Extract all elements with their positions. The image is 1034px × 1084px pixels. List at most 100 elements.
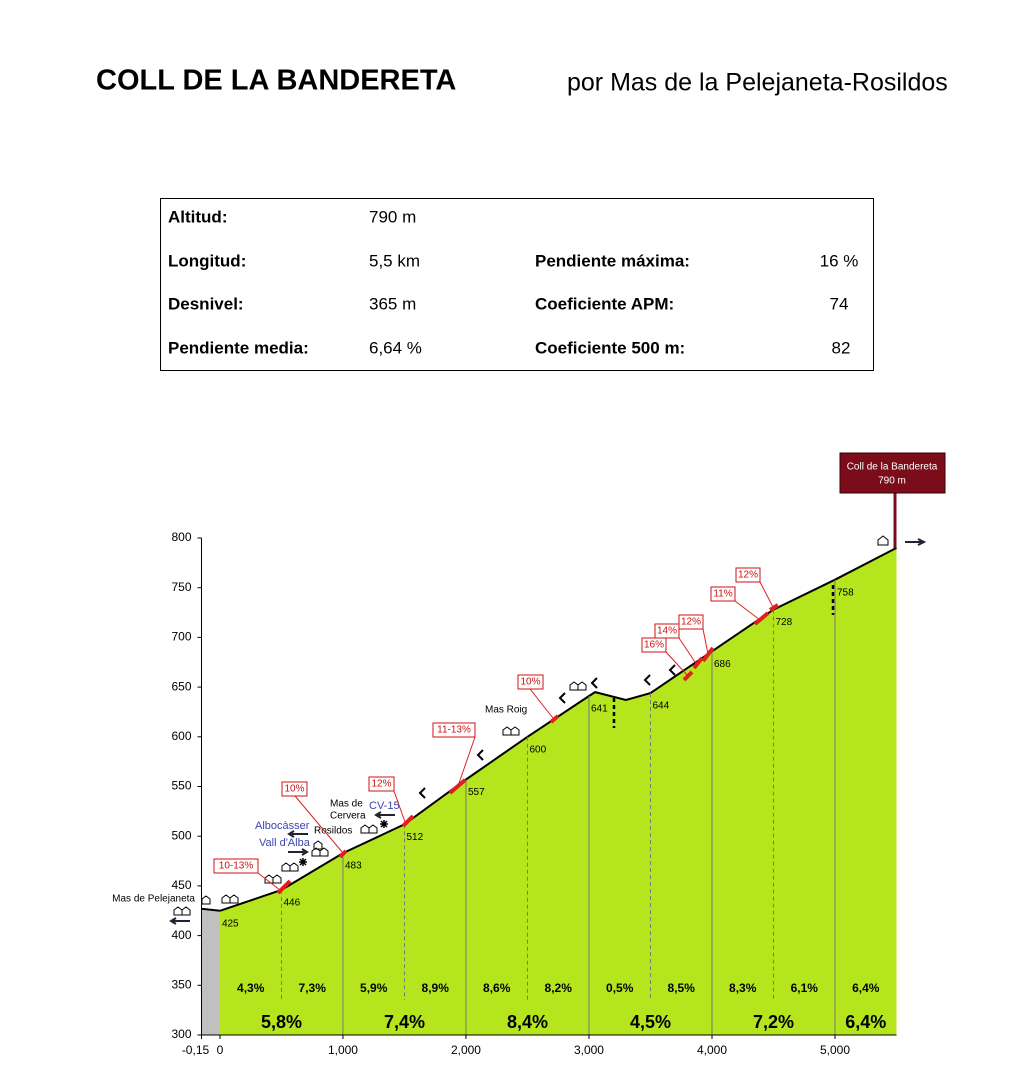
exit-arrow <box>905 538 927 546</box>
place-label: Mas de <box>330 799 363 810</box>
km-gradient-label: 8,4% <box>507 1012 548 1032</box>
gradient-label: 6,1% <box>791 981 819 995</box>
gradient-label: 8,3% <box>729 981 757 995</box>
point-label: 686 <box>714 659 731 670</box>
stats-box <box>160 198 874 371</box>
km-gradient-label: 7,2% <box>753 1012 794 1032</box>
steep-label: 14% <box>657 626 677 637</box>
steep-box <box>517 674 544 690</box>
gradient-label: 4,3% <box>237 981 265 995</box>
steep-label: 10% <box>520 677 540 688</box>
steep-label: 10% <box>284 784 304 795</box>
gradient-label: 8,6% <box>483 981 511 995</box>
y-tick-label: 350 <box>171 977 191 991</box>
steep-label: 12% <box>681 617 701 628</box>
steep-box <box>678 614 704 630</box>
summit-name: Coll de la Bandereta <box>847 462 938 473</box>
direction-arrow <box>169 917 190 925</box>
point-label: 644 <box>652 701 669 712</box>
stat-value: 5,5 km <box>369 251 420 270</box>
direction-arrow <box>288 848 309 856</box>
point-label: 758 <box>837 587 854 598</box>
annotations: Coll de la Bandereta 790 m Mas de Peleja… <box>112 452 946 925</box>
place-label: Mas Roig <box>485 705 527 716</box>
place-label: CV-15 <box>369 800 400 812</box>
house-icon <box>311 824 378 857</box>
steep-box <box>735 567 761 583</box>
gradient-label: 8,5% <box>668 981 696 995</box>
approach-fill <box>201 908 220 1035</box>
house-icon <box>173 906 191 916</box>
gradient-label: 8,9% <box>422 981 450 995</box>
y-tick-label: 800 <box>171 530 191 544</box>
stat-value: 16 % <box>820 251 859 270</box>
direction-arrow <box>287 830 308 838</box>
x-tick-label: 4,000 <box>697 1043 727 1057</box>
stat-label: Coeficiente APM: <box>535 294 674 313</box>
km-gradient-label: 5,8% <box>261 1012 302 1032</box>
steep-label: 12% <box>738 570 758 581</box>
point-label: 557 <box>468 787 485 798</box>
y-tick-label: 450 <box>171 878 191 892</box>
summit-altitude: 790 m <box>878 476 906 487</box>
gradient-label: 7,3% <box>299 981 327 995</box>
house-icon <box>201 894 239 905</box>
stat-label: Altitud: <box>168 207 227 226</box>
stat-value: 82 <box>832 338 851 357</box>
house-icon <box>264 862 299 884</box>
km-gradient-label: 7,4% <box>384 1012 425 1032</box>
y-tick-label: 550 <box>171 779 191 793</box>
point-label: 641 <box>591 704 608 715</box>
y-tick-label: 600 <box>171 729 191 743</box>
gradient-label: 5,9% <box>360 981 388 995</box>
y-tick-label: 500 <box>171 828 191 842</box>
chevron <box>418 664 676 799</box>
stat-label: Pendiente máxima: <box>535 251 690 270</box>
steep-label: 16% <box>644 640 664 651</box>
stat-label: Desnivel: <box>168 294 244 313</box>
stat-value: 365 m <box>369 294 416 313</box>
y-tick-label: 750 <box>171 580 191 594</box>
gradient-label: 6,4% <box>852 981 880 995</box>
summit-box <box>839 452 946 494</box>
steep-label: 10-13% <box>219 861 254 872</box>
stat-label: Longitud: <box>168 251 246 270</box>
km-gradient-label: 6,4% <box>845 1012 886 1032</box>
steep-box <box>432 722 476 738</box>
stat-value: 6,64 % <box>369 338 422 357</box>
approach-line <box>201 907 221 912</box>
house-icon <box>502 681 587 736</box>
plot: 425 446 483 512 557 600 641 644 686 728 758 4,3% 7,3… <box>171 530 897 1057</box>
x-tick-label: 5,000 <box>820 1043 850 1057</box>
x-tick-label: 0 <box>217 1043 224 1057</box>
km-gradient-label: 4,5% <box>630 1012 671 1032</box>
point-label: 483 <box>345 861 362 872</box>
place-label: Vall d'Alba <box>259 837 311 849</box>
dashed-marker <box>612 585 835 728</box>
asterisk <box>299 820 388 866</box>
place-label: Albocàsser <box>255 820 310 832</box>
steep-section <box>276 603 780 895</box>
stat-label: Coeficiente 500 m: <box>535 338 685 357</box>
x-tick-label: 3,000 <box>574 1043 604 1057</box>
steep-box <box>710 586 736 602</box>
steep-label: 11-13% <box>437 725 471 736</box>
subtitle: por Mas de la Pelejaneta-Rosildos <box>567 69 948 97</box>
steep-box <box>213 858 259 874</box>
gradient-label: 0,5% <box>606 981 634 995</box>
steep-box <box>281 781 308 797</box>
x-tick-label: 1,000 <box>328 1043 358 1057</box>
stat-label: Pendiente media: <box>168 338 309 357</box>
x-tick-label: 2,000 <box>451 1043 481 1057</box>
leader-line <box>257 581 774 891</box>
point-label: 512 <box>406 832 423 843</box>
title: COLL DE LA BANDERETA <box>96 65 456 97</box>
place-label: Cervera <box>330 811 366 822</box>
y-tick-label: 650 <box>171 679 191 693</box>
y-tick-label: 300 <box>171 1027 191 1041</box>
steep-box <box>654 623 680 639</box>
profile-fill <box>219 547 897 1035</box>
x-tick-label: -0,15 <box>182 1043 210 1057</box>
house-icon <box>877 535 889 546</box>
